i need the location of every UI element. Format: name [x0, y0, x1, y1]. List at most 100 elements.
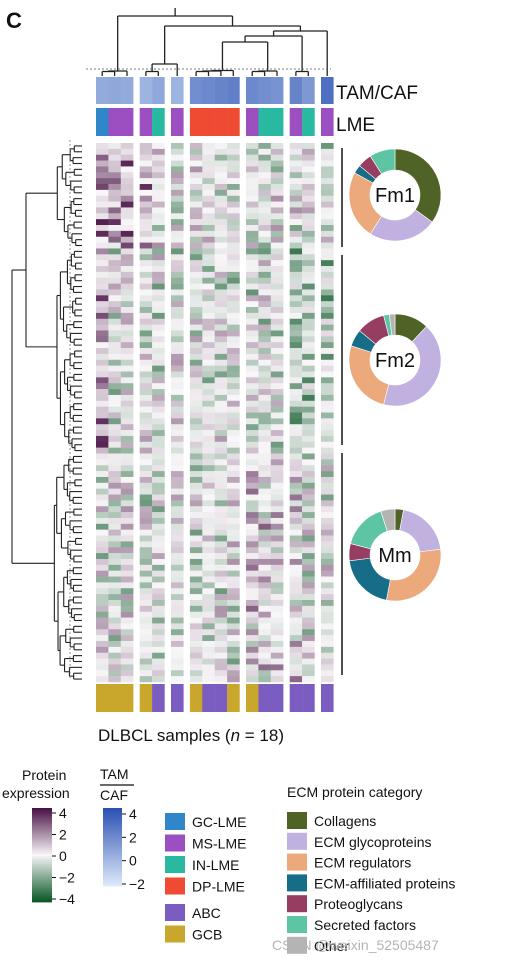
- heatmap-cell: [289, 254, 303, 261]
- heatmap-cell: [171, 342, 184, 349]
- heatmap-cell: [270, 646, 284, 653]
- heatmap-cell: [227, 295, 240, 302]
- heatmap-cell: [96, 189, 109, 196]
- heatmap-cell: [96, 547, 109, 554]
- heatmap-cell: [189, 564, 203, 571]
- heatmap-cell: [96, 225, 109, 232]
- heatmap-cell: [120, 271, 134, 278]
- heatmap-cell: [227, 599, 240, 607]
- heatmap-cell: [96, 658, 109, 665]
- heatmap-cell: [321, 676, 334, 683]
- heatmap-cell: [152, 646, 165, 653]
- coo-annotation-bar: [96, 684, 334, 712]
- tam-scale-step: [103, 823, 122, 826]
- heatmap-cell: [321, 377, 334, 384]
- heatmap-cell: [214, 365, 228, 372]
- heatmap-cell: [120, 646, 134, 653]
- heatmap-cell: [171, 336, 184, 343]
- heatmap-cell: [246, 207, 259, 214]
- heatmap-cell: [96, 424, 109, 431]
- lme-legend-label: MS-LME: [192, 836, 246, 852]
- heatmap-cell: [152, 195, 165, 202]
- heatmap-cell: [139, 465, 153, 472]
- heatmap-cell: [302, 178, 315, 185]
- heatmap-cell: [189, 400, 203, 407]
- heatmap-cell: [289, 148, 303, 155]
- heatmap-cell: [289, 178, 303, 185]
- heatmap-cell: [321, 359, 334, 366]
- heatmap-cell: [227, 594, 240, 601]
- heatmap-cell: [96, 605, 109, 612]
- heatmap-cell: [108, 289, 121, 296]
- heatmap-cell: [270, 558, 284, 566]
- heatmap-cell: [214, 558, 228, 566]
- heatmap-cell: [139, 324, 153, 331]
- heatmap-cell: [152, 541, 165, 548]
- expression-scale-step: [32, 888, 52, 891]
- tam-scale-step: [103, 835, 122, 838]
- heatmap-cell: [270, 394, 284, 402]
- expression-scale-step: [32, 856, 52, 859]
- heatmap-cell: [139, 371, 153, 378]
- heatmap-cell: [152, 348, 165, 355]
- heatmap-cell: [227, 453, 240, 460]
- heatmap-cell: [139, 494, 153, 501]
- tam-caf-cell: [321, 77, 334, 104]
- heatmap-cell: [321, 512, 334, 519]
- heatmap-cell: [152, 219, 165, 226]
- heatmap-cell: [96, 312, 109, 320]
- heatmap-cell: [302, 500, 315, 507]
- heatmap-cell: [227, 353, 240, 361]
- heatmap-cell: [258, 307, 271, 314]
- heatmap-cell: [246, 330, 259, 337]
- heatmap-cell: [96, 400, 109, 407]
- heatmap-cell: [202, 248, 215, 255]
- lme-cell: [120, 108, 134, 136]
- heatmap-cell: [120, 558, 134, 566]
- heatmap-cell: [171, 400, 184, 407]
- heatmap-cell: [202, 476, 215, 484]
- heatmap-cell: [302, 482, 315, 489]
- heatmap-cell: [120, 295, 134, 302]
- heatmap-cell: [289, 629, 303, 636]
- heatmap-cell: [189, 389, 203, 396]
- expression-scale-step: [32, 816, 52, 819]
- heatmap-cell: [321, 406, 334, 413]
- heatmap-cell: [189, 424, 203, 431]
- heatmap-cell: [227, 588, 240, 595]
- heatmap-cell: [270, 635, 284, 642]
- heatmap-cell: [152, 242, 165, 249]
- heatmap-cell: [289, 447, 303, 454]
- heatmap-cell: [289, 260, 303, 267]
- heatmap-cell: [246, 517, 259, 525]
- heatmap-cell: [139, 195, 153, 202]
- tam-scale-step: [103, 870, 122, 873]
- heatmap-cell: [321, 307, 334, 314]
- heatmap-cell: [214, 148, 228, 155]
- heatmap-cell: [139, 430, 153, 437]
- ecm-legend-swatch: [287, 916, 307, 933]
- heatmap-cell: [270, 219, 284, 226]
- heatmap-cell: [227, 271, 240, 278]
- heatmap-cell: [214, 482, 228, 489]
- heatmap-cell: [258, 406, 271, 413]
- heatmap-cell: [139, 178, 153, 185]
- heatmap-cell: [302, 564, 315, 571]
- heatmap-cell: [214, 676, 228, 683]
- heatmap-cell: [227, 529, 240, 536]
- heatmap-cell: [189, 248, 203, 255]
- heatmap-cell: [189, 348, 203, 355]
- heatmap-cell: [120, 658, 134, 665]
- heatmap-cell: [227, 441, 240, 448]
- tam-caf-cell: [270, 77, 284, 104]
- heatmap-cell: [96, 254, 109, 261]
- heatmap-cell: [246, 277, 259, 284]
- heatmap-cell: [258, 611, 271, 618]
- heatmap-cell: [289, 172, 303, 179]
- heatmap-cell: [120, 213, 134, 220]
- heatmap-cell: [270, 494, 284, 501]
- heatmap-cell: [227, 266, 240, 273]
- heatmap-cell: [227, 506, 240, 513]
- coo-cell: [302, 684, 315, 712]
- heatmap-cell: [152, 377, 165, 384]
